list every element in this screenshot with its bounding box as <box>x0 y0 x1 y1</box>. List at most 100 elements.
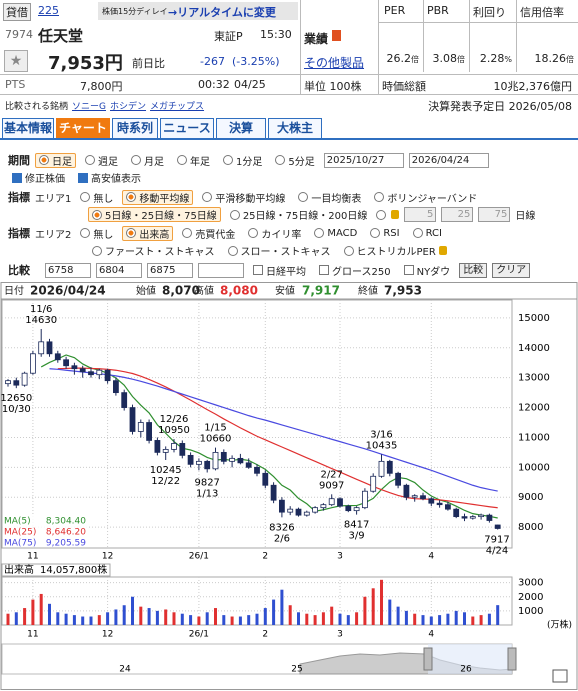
annotation-date: 4/24 <box>486 546 508 557</box>
checkbox-option[interactable]: 修正株価 <box>8 170 69 185</box>
checkbox-option[interactable]: 高安値表示 <box>74 170 145 185</box>
radio <box>227 245 238 256</box>
radio-option[interactable]: 1分足 <box>219 153 266 168</box>
tab[interactable]: 時系列 <box>112 118 158 138</box>
annotation-price: 10950 <box>158 425 190 436</box>
control-row: 期間 日足 週足 月足 年足 1分足 5分足 2025/10/27 2026/04/24 <box>8 152 489 168</box>
ma-legend-value: 8,646.20 <box>46 528 86 538</box>
radio-option[interactable]: RCI <box>409 226 446 241</box>
realtime-link[interactable]: →リアルタイムに変更 <box>168 6 276 19</box>
y-tick-label: 11000 <box>518 432 550 443</box>
tab[interactable]: 大株主 <box>268 118 322 138</box>
radio-option[interactable]: 平滑移動平均線 <box>198 190 289 205</box>
annotation-price: 10435 <box>366 440 398 451</box>
radio-option[interactable]: ファースト・ストキャス <box>88 243 219 258</box>
compare-link[interactable]: ホシデン <box>110 102 147 112</box>
code-input[interactable] <box>198 262 244 278</box>
metric-value: 18.26 <box>534 52 567 65</box>
favorite-star[interactable]: ★ <box>4 50 28 72</box>
candle-body <box>46 341 53 355</box>
volume-bar <box>297 612 300 625</box>
radio-option[interactable]: 移動平均線 <box>122 189 194 205</box>
date-input[interactable]: 2026/04/24 <box>408 152 489 168</box>
radio-option[interactable]: カイリ率 <box>244 226 305 241</box>
checkbox-option[interactable]: グロース250 <box>315 263 395 278</box>
lock-icon <box>391 210 400 219</box>
radio-label: 平滑移動平均線 <box>215 193 286 205</box>
candle-body <box>146 422 153 441</box>
candle-body <box>171 443 177 450</box>
tab[interactable]: 基本情報 <box>2 118 54 138</box>
annotation-date: 3/9 <box>349 531 365 542</box>
ma-line <box>49 368 498 492</box>
volume-bar <box>31 599 35 625</box>
radio <box>92 209 102 220</box>
radio-option[interactable]: 週足 <box>81 153 122 168</box>
radio-option[interactable]: 年足 <box>173 153 214 168</box>
button[interactable]: クリア <box>492 262 531 278</box>
ma-legend-value: 9,205.59 <box>46 539 86 549</box>
area: エリア1 <box>35 193 72 205</box>
x-tick-label: 3 <box>337 552 343 562</box>
radio-option[interactable]: 25日線・75日線・200日線 <box>226 207 372 222</box>
radio-option[interactable]: RSI <box>366 226 403 241</box>
sector-link[interactable]: その他製品 <box>304 56 365 70</box>
radio-option[interactable]: ボリンジャーバンド <box>370 190 481 205</box>
radio[interactable] <box>376 209 387 220</box>
radio-option[interactable]: 無し <box>76 226 117 241</box>
radio <box>182 228 193 238</box>
resize-icon[interactable] <box>552 669 568 683</box>
checkbox-option[interactable]: NYダウ <box>400 263 455 278</box>
code-input[interactable]: 6875 <box>147 262 193 278</box>
tab[interactable]: 決算 <box>216 118 266 138</box>
volume-bar <box>197 616 201 625</box>
navigator-handle[interactable] <box>423 647 433 671</box>
checkbox-option[interactable]: 日経平均 <box>249 263 310 278</box>
radio-option[interactable]: 無し <box>76 190 117 205</box>
code-input[interactable]: 6804 <box>96 262 142 278</box>
radio-label: 出来高 <box>139 229 170 241</box>
control-row: ファースト・ストキャス スロー・ストキャス ヒストリカルPER <box>88 243 451 258</box>
code-input[interactable]: 6758 <box>45 262 91 278</box>
radio-option[interactable]: 売買代金 <box>178 226 239 241</box>
radio-option[interactable]: 5日線・25日線・75日線 <box>88 207 221 222</box>
compare-link[interactable]: メガチップス <box>150 102 205 112</box>
radio-option[interactable]: 月足 <box>127 153 168 168</box>
radio-label: ヒストリカルPER <box>356 247 436 258</box>
annotation-date: 10/30 <box>2 404 31 415</box>
candle-body <box>129 407 136 432</box>
label: 期間 <box>8 154 30 167</box>
candle-body <box>262 472 269 486</box>
volume-bar <box>64 613 68 625</box>
radio-option[interactable]: ヒストリカルPER <box>340 243 451 258</box>
index-link[interactable]: 225 <box>38 4 59 17</box>
tab[interactable]: ニュース <box>160 118 214 138</box>
x-tick-label: 26/1 <box>189 630 209 640</box>
candle-body <box>395 472 402 486</box>
volume-label: 出来高 <box>4 563 34 576</box>
radio-option[interactable]: MACD <box>310 226 361 241</box>
radio-option[interactable]: 5分足 <box>271 153 318 168</box>
date-input[interactable]: 2025/10/27 <box>323 152 404 168</box>
navigator-handle[interactable] <box>507 647 517 671</box>
annotation-price: 12650 <box>0 393 32 404</box>
radio <box>126 228 137 238</box>
radio <box>343 245 354 256</box>
radio-label: 月足 <box>144 156 164 168</box>
radio-option[interactable]: 一目均衡表 <box>294 190 365 205</box>
radio-option[interactable]: 日足 <box>35 152 76 168</box>
button[interactable]: 比較 <box>459 262 488 278</box>
volume-bar <box>305 613 309 625</box>
candle-body <box>403 484 410 498</box>
compare-link[interactable]: ソニーG <box>72 102 106 112</box>
radio-label: 一目均衡表 <box>311 193 362 205</box>
volume-bar <box>230 616 234 625</box>
tab[interactable]: チャート <box>56 118 110 138</box>
radio-option[interactable]: 出来高 <box>122 225 174 241</box>
results-icon[interactable] <box>332 30 341 41</box>
candle-body <box>54 353 61 361</box>
metric-unit: 倍 <box>457 55 465 64</box>
navigator-window[interactable] <box>428 644 512 674</box>
radio-option[interactable]: スロー・ストキャス <box>224 243 335 258</box>
y-tick-label: 14000 <box>518 343 550 354</box>
